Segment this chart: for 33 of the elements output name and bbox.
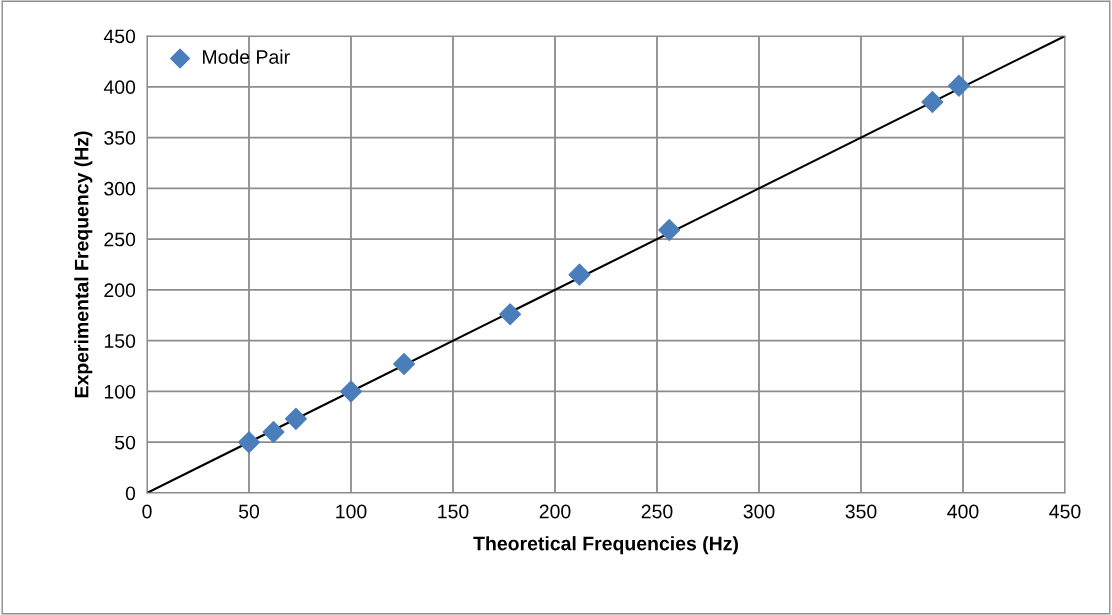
point: [262, 421, 285, 444]
y-tick-label: 300: [104, 181, 136, 196]
y-tick-label: 50: [115, 435, 136, 450]
x-tick-label: 200: [539, 504, 571, 519]
point: [340, 380, 362, 403]
point: [393, 353, 416, 376]
y-tick-label: 100: [104, 384, 136, 399]
y-tick-label: 0: [125, 486, 136, 501]
x-axis-title: Theoretical Frequencies (Hz): [473, 536, 738, 555]
x-tick-label: 100: [336, 504, 367, 519]
y-tick-label: 250: [104, 232, 136, 247]
point: [238, 431, 260, 454]
y-axis-title: Experimental Frequency (Hz): [74, 131, 93, 398]
point: [568, 263, 591, 286]
x-tick-label: 450: [1049, 504, 1081, 519]
x-tick-label: 150: [438, 504, 469, 519]
x-tick-label: 50: [238, 504, 260, 519]
y-tick-label: 400: [103, 80, 136, 95]
point: [947, 74, 970, 97]
point: [284, 407, 307, 430]
point: [499, 303, 522, 326]
y-tick-label: 350: [104, 131, 136, 145]
x-tick-label: 350: [845, 504, 877, 519]
x-tick-label: 0: [142, 504, 152, 519]
y-tick-label: 200: [104, 283, 136, 298]
x-tick-label: 400: [947, 504, 979, 519]
point: [658, 218, 681, 241]
x-tick-label: 300: [743, 504, 775, 519]
y-tick-label: 450: [103, 29, 136, 44]
point: [921, 91, 944, 114]
legend-label: Mode Pair: [203, 49, 290, 64]
y-tick-label: 150: [104, 334, 136, 348]
x-tick-label: 250: [641, 504, 673, 519]
